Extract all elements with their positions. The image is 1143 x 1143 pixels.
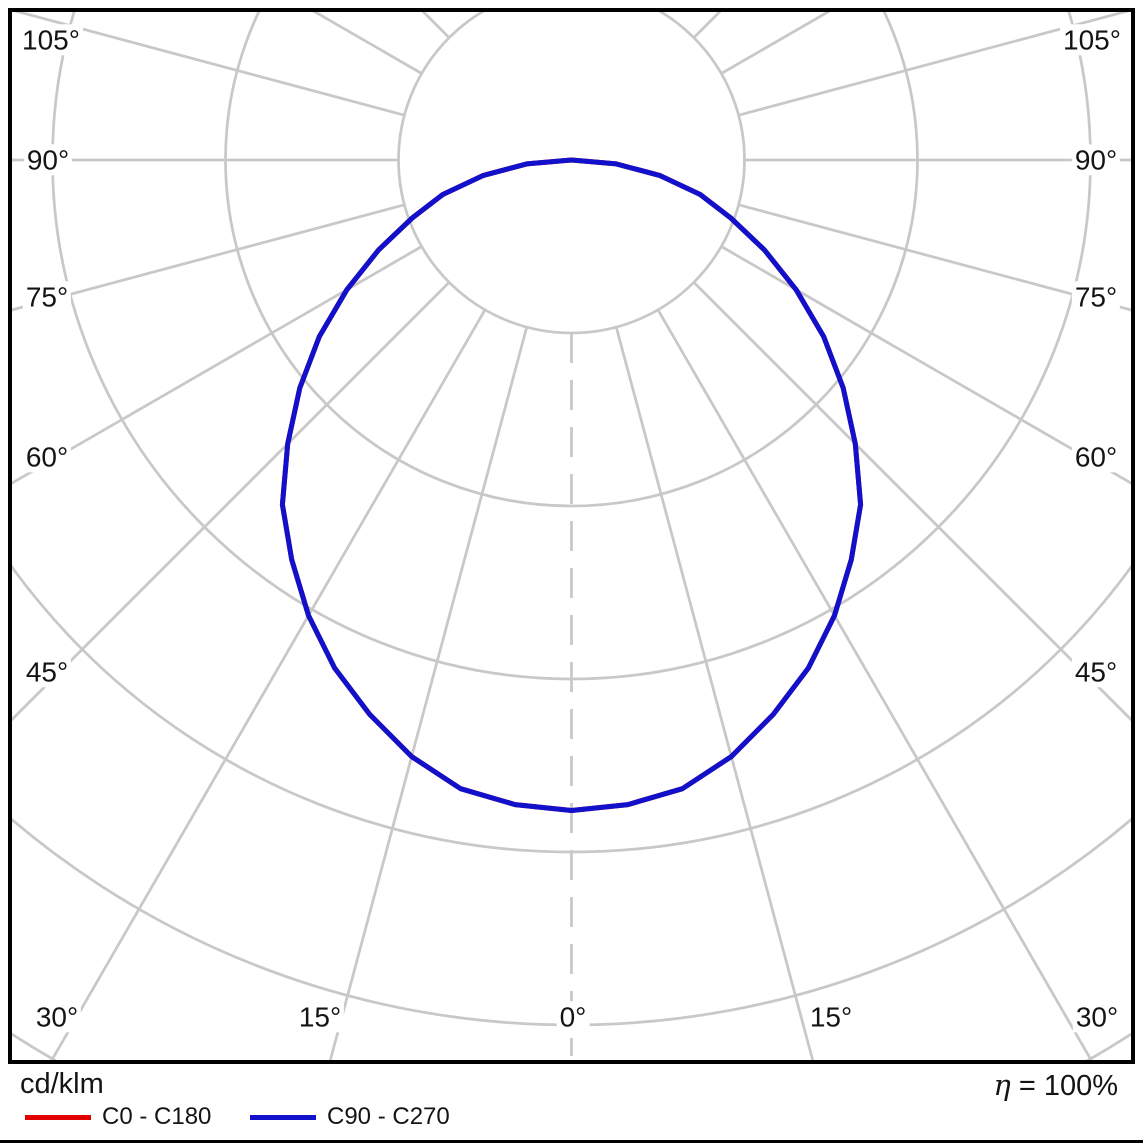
eta-symbol: η [993,1068,1011,1102]
grid-ring [397,12,746,335]
bottom-rule [0,1140,1143,1143]
angle-label-left-90: 90° [23,144,73,176]
angle-label-bottom-15-right: 15° [806,1001,856,1033]
unit-label: cd/klm [20,1068,104,1100]
angle-label-bottom-30-left: 30° [32,1001,82,1033]
footer: cd/klm η = 100% C0 - C180 C90 - C270 [0,1064,1143,1143]
grid-radial-line [738,12,1130,117]
plot-border [8,8,1135,1064]
angle-label-left-105: 105° [19,24,83,56]
efficiency-value: = 100% [1018,1070,1118,1102]
grid-radial-line [720,245,1131,485]
efficiency-label: η = 100% [993,1068,1118,1103]
angle-label-right-45: 45° [1071,656,1121,688]
curve-C90-C270 [279,157,864,813]
grid-radial-line [50,309,487,1060]
angle-label-bottom-0: 0° [556,1001,590,1033]
grid-radial-line [738,203,1131,312]
legend-item-c0-c180: C0 - C180 [25,1104,211,1130]
angle-label-left-75: 75° [22,281,72,313]
grid-radial-line [614,326,815,1060]
legend-label-c90-c270: C90 - C270 [327,1103,450,1130]
angle-label-left-60: 60° [22,441,72,473]
angle-label-left-45: 45° [22,656,72,688]
angle-label-right-60: 60° [1071,441,1121,473]
angle-label-bottom-15-left: 15° [295,1001,345,1033]
angle-label-right-90: 90° [1071,144,1121,176]
angle-label-right-75: 75° [1071,281,1121,313]
legend-swatch-blue [250,1114,316,1120]
angle-label-right-105: 105° [1060,24,1124,56]
grid-radial-line [13,12,405,117]
grid-radial-line [692,281,1131,722]
grid-radial-line [12,245,423,485]
legend-item-c90-c270: C90 - C270 [250,1104,450,1130]
legend-swatch-red [25,1114,91,1120]
angle-label-bottom-30-right: 30° [1072,1001,1122,1033]
grid-radial-line [656,309,1093,1060]
grid-radial-line [328,326,529,1060]
grid-radial-line [12,203,405,312]
grid-radial-line [12,281,451,722]
legend-label-c0-c180: C0 - C180 [102,1103,212,1130]
